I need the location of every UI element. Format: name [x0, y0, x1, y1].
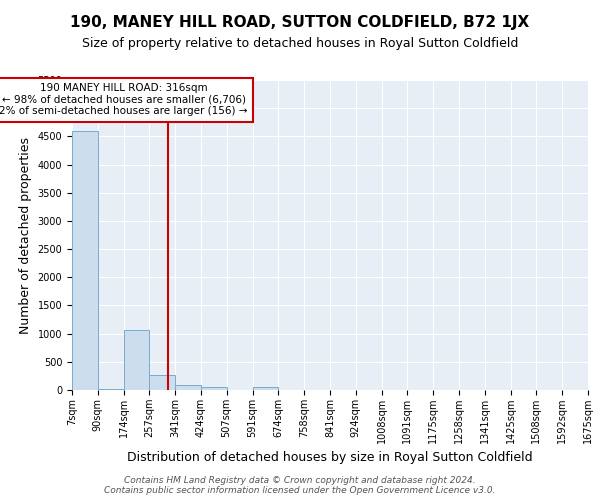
Bar: [201, 386, 227, 390]
Text: Distribution of detached houses by size in Royal Sutton Coldfield: Distribution of detached houses by size …: [127, 451, 533, 464]
Y-axis label: Number of detached properties: Number of detached properties: [19, 136, 32, 334]
Text: Contains HM Land Registry data © Crown copyright and database right 2024.
Contai: Contains HM Land Registry data © Crown c…: [104, 476, 496, 495]
Text: 190, MANEY HILL ROAD, SUTTON COLDFIELD, B72 1JX: 190, MANEY HILL ROAD, SUTTON COLDFIELD, …: [70, 15, 530, 30]
Bar: [149, 375, 175, 390]
Bar: [253, 387, 278, 390]
Bar: [124, 330, 149, 390]
Text: 190 MANEY HILL ROAD: 316sqm
← 98% of detached houses are smaller (6,706)
2% of s: 190 MANEY HILL ROAD: 316sqm ← 98% of det…: [0, 83, 248, 116]
Text: Size of property relative to detached houses in Royal Sutton Coldfield: Size of property relative to detached ho…: [82, 38, 518, 51]
Bar: [72, 130, 98, 390]
Bar: [175, 386, 201, 390]
